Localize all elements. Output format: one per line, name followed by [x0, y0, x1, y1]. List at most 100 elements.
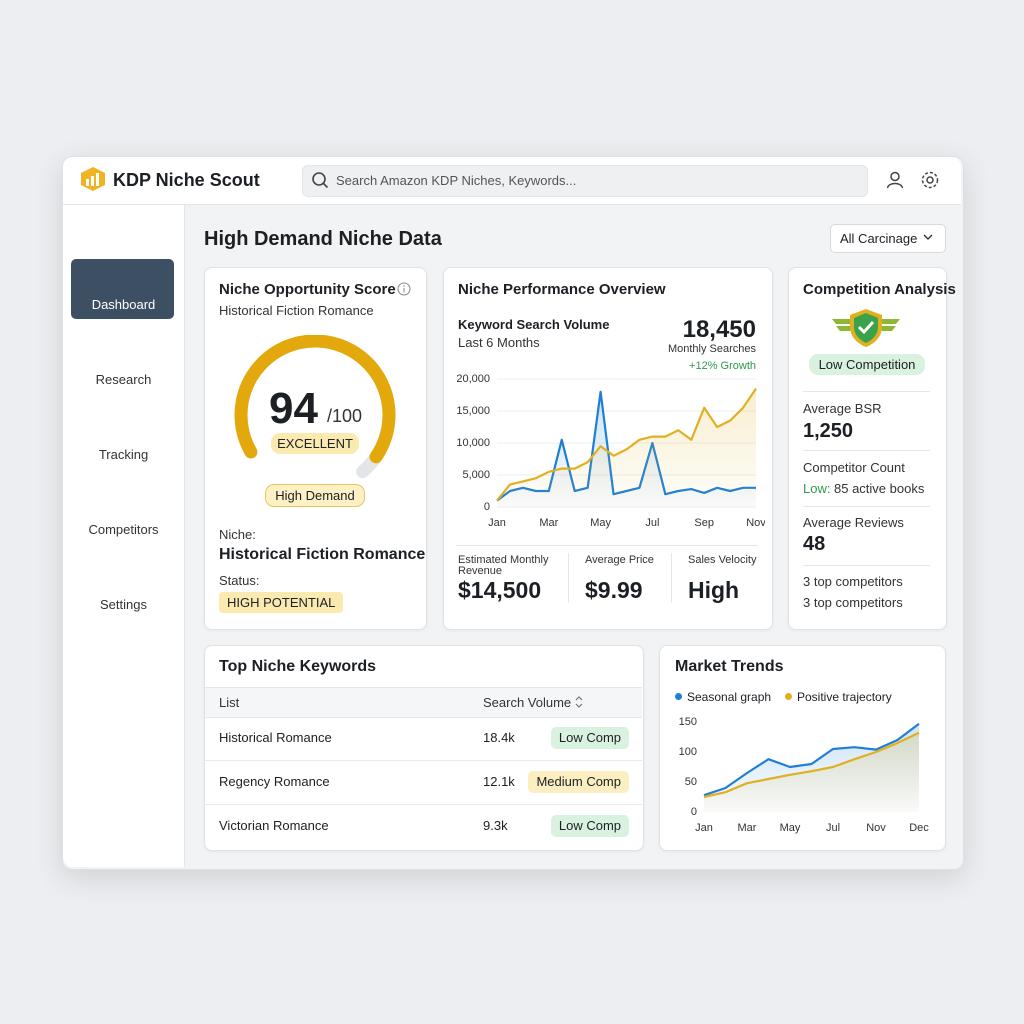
divider — [671, 553, 672, 603]
x-tick-label: Jan — [488, 517, 506, 529]
card-title: Competition Analysis — [803, 281, 956, 298]
competition-badge: Medium Comp — [528, 771, 629, 793]
legend-dot — [785, 693, 792, 700]
nav-item[interactable]: Settings — [100, 597, 147, 612]
column-header[interactable]: Search Volume — [483, 695, 572, 710]
chart-subtitle: Last 6 Months — [458, 335, 540, 350]
x-tick-label: Dec — [909, 822, 929, 834]
score: 94 — [269, 384, 318, 433]
filter-label: All Carcinage — [840, 231, 918, 246]
stat-label: Estimated Monthly Revenue — [458, 554, 549, 577]
y-tick-label: 50 — [685, 776, 697, 788]
series-line — [703, 722, 920, 797]
y-tick-label: 0 — [484, 501, 490, 513]
stat-label: Average BSR — [803, 401, 882, 416]
logo — [81, 167, 105, 191]
headline-value: 18,450 — [682, 316, 756, 343]
niche-label: Niche: — [219, 527, 256, 542]
row-divider — [205, 804, 642, 805]
y-tick-label: 5,000 — [462, 469, 490, 481]
series-area — [497, 388, 756, 507]
card-subtitle: Historical Fiction Romance — [219, 303, 374, 318]
shield-icon — [832, 309, 900, 347]
search-placeholder: Search Amazon KDP Niches, Keywords... — [336, 173, 577, 188]
search-box[interactable] — [302, 165, 868, 197]
settings-button[interactable] — [920, 170, 940, 190]
x-tick-label: Jul — [826, 822, 840, 834]
sort-icon[interactable] — [574, 695, 584, 709]
line-chart: 0 50 100 150 Jan Mar May Jul Nov Dec — [679, 716, 930, 834]
card-title: Market Trends — [675, 658, 784, 675]
status-badge: HIGH POTENTIAL — [219, 592, 344, 613]
y-tick-label: 0 — [691, 806, 697, 818]
page-title: High Demand Niche Data — [204, 228, 442, 250]
legend-label: Positive trajectory — [797, 690, 892, 704]
x-tick-label: May — [780, 822, 801, 834]
y-tick-label: 10,000 — [456, 437, 490, 449]
nav-item[interactable]: Competitors — [88, 522, 159, 537]
score-max: /100 — [327, 406, 363, 426]
divider — [803, 391, 930, 392]
series-area — [704, 732, 919, 812]
y-tick-label: 150 — [679, 716, 697, 728]
competition-badge: Low Comp — [550, 815, 629, 837]
series-line — [496, 387, 757, 502]
series-line — [703, 731, 920, 799]
line-chart: 0 5,000 10,000 15,000 20,000 Jan Mar May Jul Sep N… — [456, 373, 765, 529]
card-title: Top Niche Keywords — [219, 658, 377, 675]
divider — [568, 553, 569, 603]
stat-value: $9.99 — [585, 577, 643, 603]
nav-active — [71, 259, 174, 319]
user-button[interactable] — [885, 170, 905, 190]
note: 3 top competitors — [803, 595, 903, 610]
stat-value: High — [688, 577, 740, 603]
volume: 12.1k — [483, 774, 515, 789]
x-tick-label: Nov — [746, 517, 765, 529]
stat-value: $14,500 — [458, 577, 542, 603]
stat-label: Average Reviews — [803, 515, 904, 530]
stat-value: 48 — [803, 533, 826, 555]
niche: Historical Fiction Romance — [219, 546, 426, 563]
divider — [803, 450, 930, 451]
x-tick-label: May — [590, 517, 611, 529]
nav-item[interactable]: Dashboard — [91, 297, 156, 312]
y-tick-label: 100 — [679, 746, 697, 758]
divider — [803, 565, 930, 566]
card-title: Niche Opportunity Score — [219, 281, 396, 298]
table-header — [205, 687, 642, 718]
column-header: List — [219, 695, 240, 710]
headline-label: Monthly Searches — [667, 343, 756, 355]
chevron — [923, 234, 933, 240]
divider — [803, 506, 930, 507]
x-tick-label: Nov — [866, 822, 886, 834]
info-icon[interactable] — [397, 282, 411, 296]
stat-label: Average Price — [585, 554, 654, 566]
count: 85 active books — [834, 481, 925, 496]
chart-title: Keyword Search Volume — [458, 317, 610, 332]
y-tick-label: 20,000 — [456, 373, 490, 385]
demand-badge: High Demand — [265, 484, 365, 507]
stat-label: Sales Velocity — [688, 554, 757, 566]
competition-badge: Low Comp — [550, 727, 629, 749]
competition-badge: Low Competition — [809, 354, 925, 375]
nav-item[interactable]: Tracking — [98, 447, 149, 462]
x-tick-label: Sep — [694, 517, 714, 529]
search-icon — [312, 172, 329, 189]
nav-item[interactable]: Research — [95, 372, 152, 387]
stat-label: Competitor Count — [803, 460, 905, 475]
y-tick-label: 15,000 — [456, 405, 490, 417]
divider — [456, 545, 758, 546]
legend-dot — [675, 693, 682, 700]
x-tick-label: Mar — [738, 822, 757, 834]
keyword: Victorian Romance — [219, 818, 329, 833]
status-label: Status: — [219, 573, 260, 588]
legend-label: Seasonal graph — [687, 690, 772, 704]
card-title: Niche Performance Overview — [458, 281, 666, 298]
stat-value: 1,250 — [803, 420, 854, 442]
keyword: Historical Romance — [219, 730, 332, 745]
volume: 9.3k — [483, 818, 508, 833]
x-tick-label: Jan — [695, 822, 713, 834]
growth: +12% Growth — [689, 360, 756, 372]
row-divider — [205, 760, 642, 761]
